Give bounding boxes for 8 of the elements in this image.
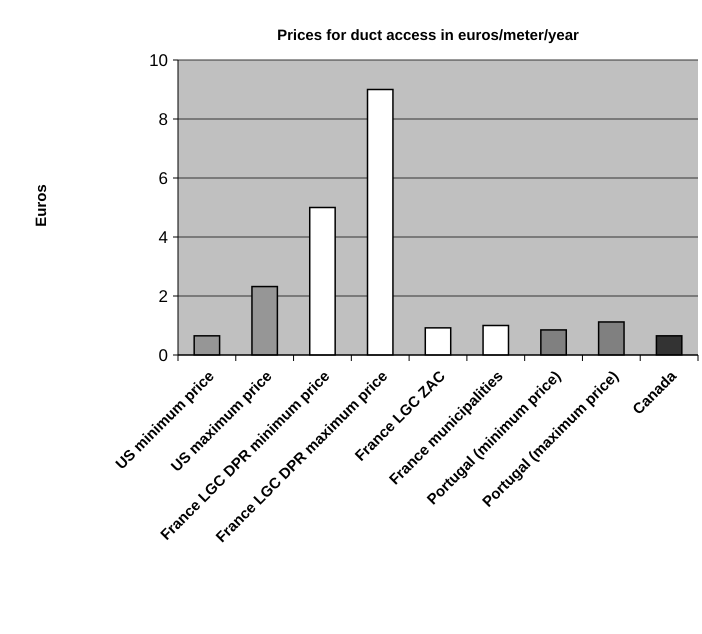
y-tick-label: 10 — [149, 50, 168, 70]
y-tick-label: 2 — [158, 286, 168, 306]
y-axis-title: Euros — [33, 184, 50, 227]
chart-title: Prices for duct access in euros/meter/year — [277, 27, 580, 44]
y-tick-label: 4 — [158, 228, 168, 247]
y-tick-label: 0 — [158, 346, 168, 365]
y-tick-label: 6 — [158, 168, 168, 188]
y-tick-label: 8 — [158, 110, 168, 129]
